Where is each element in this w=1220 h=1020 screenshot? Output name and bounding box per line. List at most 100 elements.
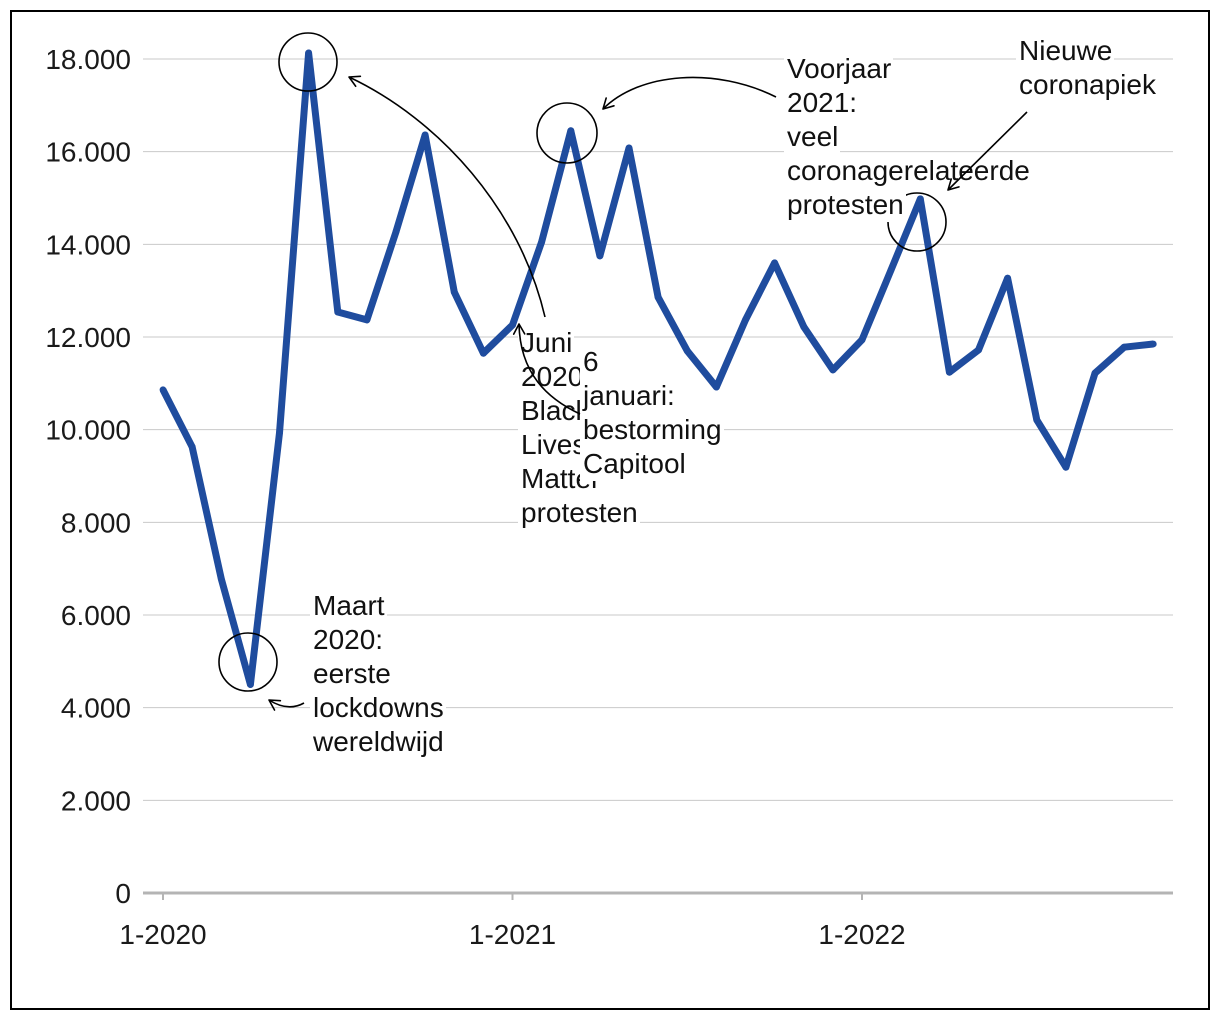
data-point [742,316,749,324]
annotation-line: protesten [518,496,640,530]
x-tick-label: 1-2022 [818,919,905,950]
annotation-line: Lives [518,428,640,462]
data-point [217,575,225,583]
y-tick-label: 12.000 [45,322,131,353]
annotation-text: januari: [580,379,677,413]
data-point [654,293,662,301]
annotation-arrow [602,76,777,110]
data-point [1091,369,1099,377]
gridlines [143,58,1173,801]
annotation-text: lockdowns [310,691,446,725]
annotation-text: 6 [580,345,601,379]
annotation-line: bestorming [580,413,724,447]
data-point [450,288,458,296]
annotation-arrow [947,111,1028,191]
data-point [567,127,575,135]
annotation-arrow [268,699,305,711]
annotation-line: wereldwijd [310,725,446,759]
annotation-line: eerste [310,657,446,691]
annotation-line: coronagerelateerde [784,154,1032,188]
data-point [858,336,866,344]
annotation-label: Juni 2020: Black Lives Matter protesten [518,326,640,530]
annotation-circle [278,32,338,92]
annotation-text: 2020: [310,623,386,657]
annotation-arrow [348,75,546,318]
data-point [771,259,778,267]
annotation-text: veel [784,120,841,154]
data-point [305,49,312,57]
annotation-text: bestorming [580,413,724,447]
data-point [1033,416,1041,424]
annotation-circles [218,32,947,692]
x-tick-label: 1-2020 [119,919,206,950]
y-tick-label: 16.000 [45,137,131,168]
annotation-line: protesten [784,188,1032,222]
annotation-line: 2020: [518,360,640,394]
y-tick-label: 8.000 [61,507,131,538]
annotation-line: coronapiek [1016,68,1158,102]
annotation-label: Voorjaar 2021: veel coronagerelateerde prote… [784,52,1032,222]
y-tick-label: 18.000 [45,44,131,75]
y-tick-label: 6.000 [61,600,131,631]
data-point [1149,340,1157,348]
arrow-group [268,75,1028,711]
annotation-text: coronapiek [1016,68,1158,102]
data-point [1120,343,1128,351]
annotation-line: Nieuwe [1016,34,1158,68]
annotation-line: Capitool [580,447,724,481]
annotation-text: Juni [518,326,575,360]
annotation-text: 2020: [518,360,594,394]
annotation-line: Voorjaar [784,52,1032,86]
data-point [392,228,400,236]
data-point [916,195,924,203]
annotation-circle [887,192,947,252]
data-point [421,131,429,139]
annotation-line: Juni [518,326,640,360]
data-point [159,386,167,394]
y-axis-tick-labels: 0 2.000 4.000 6.000 8.000 10.000 12.000 14.000 1… [45,44,131,909]
annotation-line: lockdowns [310,691,446,725]
annotation-line: 6 [580,345,724,379]
data-point [946,368,953,376]
y-tick-label: 4.000 [61,693,131,724]
data-point [276,429,283,437]
annotation-label: Nieuwe coronapiek [1016,34,1158,102]
annotation-line: 2021: [784,86,1032,120]
annotation-line: 2020: [310,623,446,657]
y-tick-label: 0 [115,878,131,909]
data-point [247,681,254,688]
data-point [188,443,196,451]
x-tick-label: 1-2021 [469,919,556,950]
annotation-arrow [512,323,581,415]
data-point [363,316,371,324]
annotation-text: Maart [310,589,387,623]
annotation-line: Maart [310,589,446,623]
annotation-text: Lives [518,428,589,462]
y-tick-label: 10.000 [45,415,131,446]
chart-frame [10,10,1210,1010]
data-point [975,346,982,354]
annotation-line: januari: [580,379,724,413]
y-tick-label: 2.000 [61,785,131,816]
annotation-label: 6 januari: bestorming Capitool [580,345,724,481]
data-point [800,323,808,331]
y-tick-label: 14.000 [45,229,131,260]
annotation-text: Nieuwe [1016,34,1115,68]
data-point [334,308,342,316]
data-point [625,144,633,152]
annotation-text: coronagerelateerde [784,154,1032,188]
annotation-circle [536,102,598,164]
annotation-circle [218,632,278,692]
data-point [887,266,895,274]
data-point [1004,274,1011,282]
annotation-text: protesten [784,188,906,222]
data-point [596,252,604,260]
data-point [1062,463,1070,471]
annotation-text: 2021: [784,86,860,120]
x-axis-tick-labels: 1-2020 1-2021 1-2022 [119,919,905,950]
annotation-line: veel [784,120,1032,154]
data-point [538,238,545,246]
